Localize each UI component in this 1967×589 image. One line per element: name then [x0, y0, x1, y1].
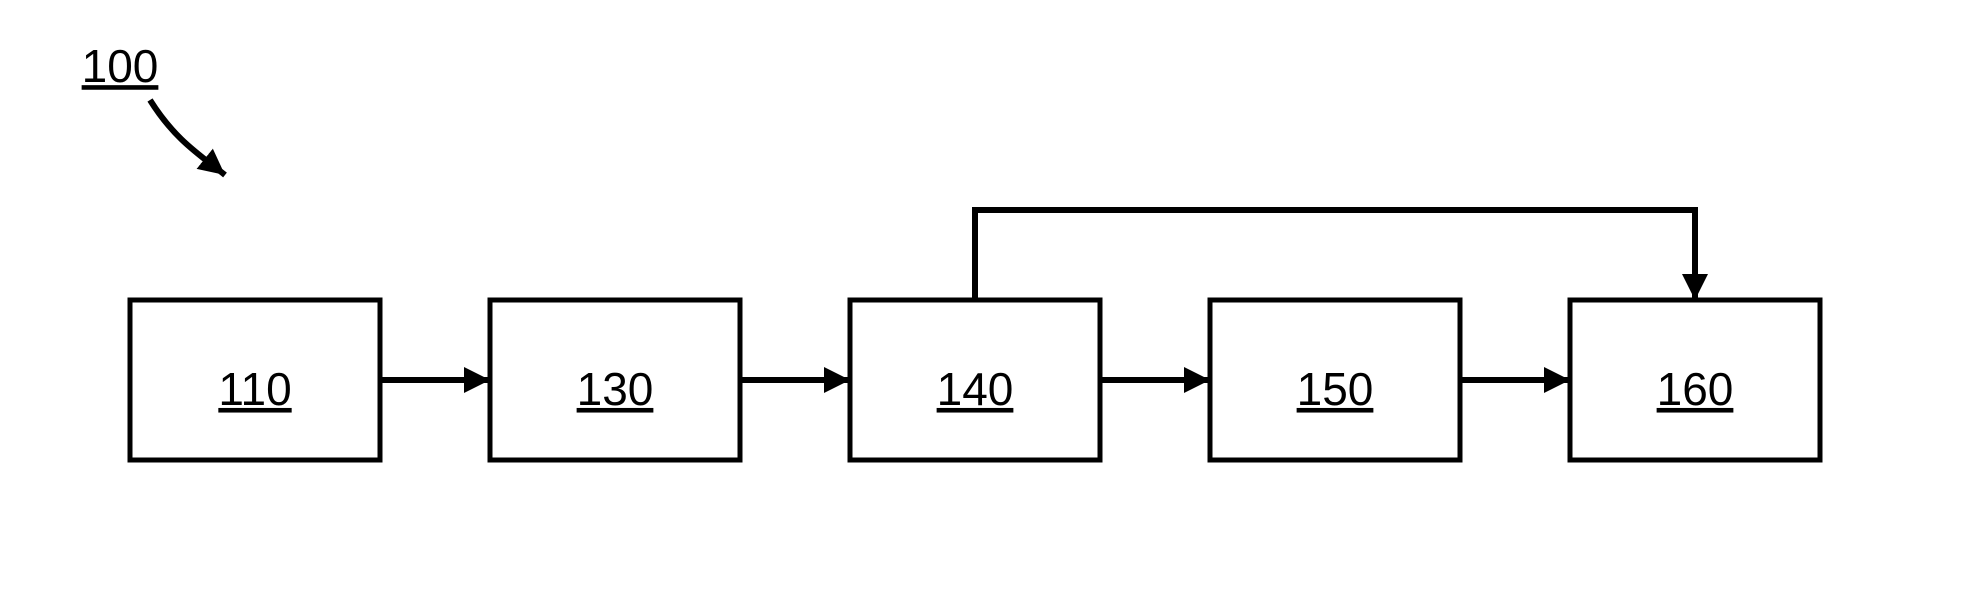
figure-ref-label: 100: [82, 40, 159, 92]
block-label-130: 130: [577, 363, 654, 415]
block-label-150: 150: [1297, 363, 1374, 415]
figure-ref-pointer: [150, 100, 225, 175]
block-label-160: 160: [1657, 363, 1734, 415]
block-label-140: 140: [937, 363, 1014, 415]
block-label-110: 110: [218, 363, 291, 415]
edge-b140-b160: [975, 210, 1695, 300]
